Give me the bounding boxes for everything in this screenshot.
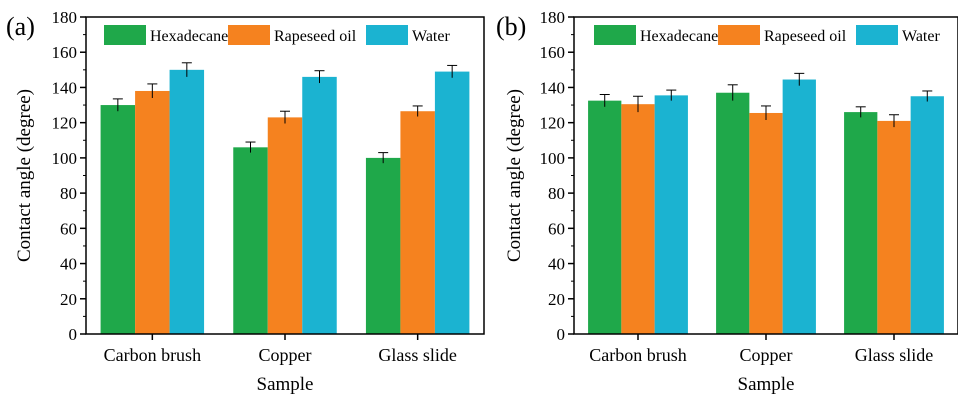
y-tick-label: 100	[52, 149, 78, 168]
legend: Hexadecane Rapeseed oil Water	[594, 25, 940, 45]
bar	[621, 104, 655, 335]
bar	[100, 105, 136, 334]
bar	[654, 95, 688, 335]
y-axis-label: Contact angle (degree)	[504, 89, 525, 262]
legend: Hexadecane Rapeseed oil Water	[104, 25, 450, 45]
legend-swatch	[718, 25, 760, 45]
bar	[267, 117, 303, 334]
panel-b: (b) 0 20 40 60 80 100 120 140 160 180 Carbon brush C…	[496, 8, 958, 394]
legend-label: Water	[902, 28, 940, 45]
y-tick-label: 60	[548, 219, 565, 238]
bar	[588, 100, 622, 335]
bar	[716, 92, 750, 334]
legend-swatch	[104, 25, 146, 45]
legend-swatch	[856, 25, 898, 45]
legend-label: Water	[412, 28, 450, 45]
legend-swatch	[594, 25, 636, 45]
y-tick-label: 180	[540, 8, 566, 27]
bar	[910, 96, 944, 334]
panel-a: (a) 0 20 40 60 80 100 120 140 160 180 Carbon brush C…	[6, 8, 485, 394]
y-tick-label: 100	[540, 149, 566, 168]
y-tick-label: 120	[52, 114, 78, 133]
legend-label: Hexadecane	[640, 28, 718, 45]
x-tick-label: Copper	[740, 345, 793, 365]
bar	[365, 157, 401, 334]
bar	[400, 111, 435, 334]
y-tick-label: 160	[52, 43, 78, 62]
x-tick-label: Glass slide	[378, 345, 457, 365]
y-tick-label: 160	[540, 43, 566, 62]
x-axis-label: Sample	[738, 374, 795, 394]
y-tick-label: 140	[52, 78, 78, 97]
bar	[844, 112, 878, 334]
bar	[233, 147, 268, 334]
y-tick-label: 40	[60, 255, 77, 274]
y-tick-label: 180	[52, 8, 78, 27]
y-tick-label: 0	[69, 325, 78, 344]
y-tick-label: 80	[548, 184, 565, 203]
x-axis-label: Sample	[257, 374, 314, 394]
bar	[302, 76, 337, 334]
x-tick-label: Glass slide	[855, 345, 934, 365]
y-tick-label: 40	[548, 255, 565, 274]
y-tick-label: 20	[548, 290, 565, 309]
bar	[169, 69, 205, 334]
y-tick-label: 140	[540, 78, 566, 97]
bar	[135, 90, 170, 334]
y-tick-label: 60	[60, 219, 77, 238]
x-tick-label: Carbon brush	[589, 345, 687, 365]
bar	[749, 112, 783, 334]
bar	[782, 79, 816, 335]
legend-swatch	[228, 25, 270, 45]
panel-label: (a)	[6, 12, 35, 41]
legend-label: Rapeseed oil	[274, 28, 357, 45]
y-tick-label: 20	[60, 290, 77, 309]
legend-swatch	[366, 25, 408, 45]
y-tick-label: 80	[60, 184, 77, 203]
x-tick-label: Copper	[259, 345, 312, 365]
bar	[434, 71, 470, 334]
y-tick-label: 0	[557, 325, 566, 344]
y-tick-label: 120	[540, 114, 566, 133]
legend-label: Hexadecane	[150, 28, 228, 45]
legend-label: Rapeseed oil	[764, 28, 847, 45]
y-axis-label: Contact angle (degree)	[14, 89, 35, 262]
panel-label: (b)	[496, 12, 526, 41]
x-tick-label: Carbon brush	[104, 345, 202, 365]
bar	[877, 120, 911, 334]
